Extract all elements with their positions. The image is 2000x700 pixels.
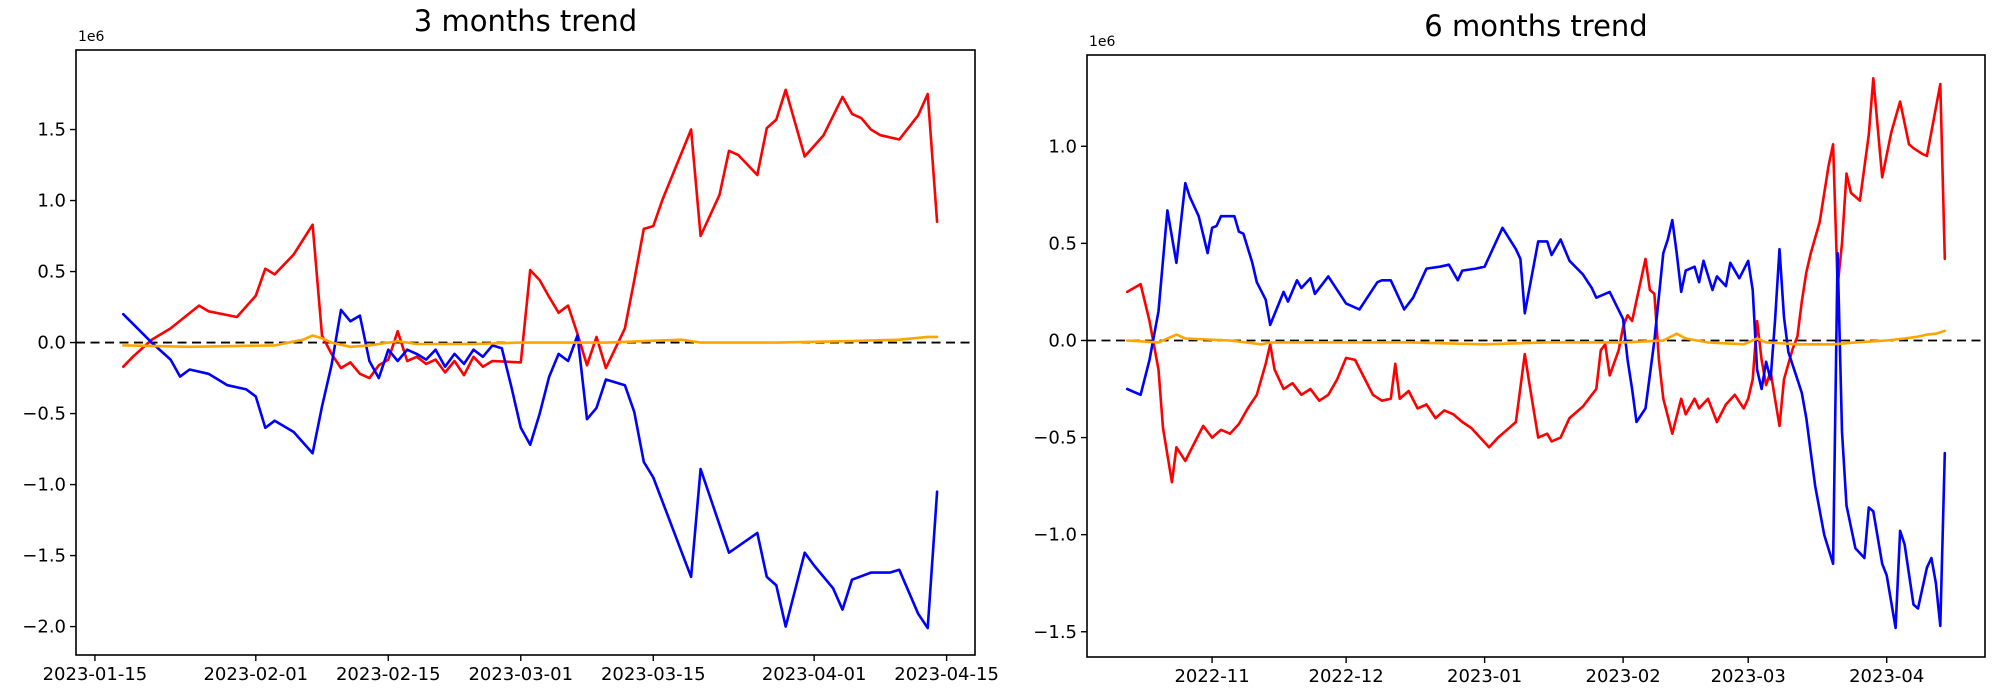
- y-tick-label: −0.5: [1033, 428, 1077, 449]
- y-tick-label: −2.0: [22, 617, 66, 638]
- series-group: [122, 88, 939, 630]
- series-line-blue: [122, 308, 939, 630]
- x-tick-label: 2023-02-15: [336, 664, 441, 685]
- y-axis-offset-label-left: 1e6: [78, 29, 105, 45]
- plot-border: [1086, 54, 1986, 658]
- x-tick-label: 2023-02-01: [203, 664, 308, 685]
- y-axis-offset-label-right: 1e6: [1089, 34, 1116, 50]
- y-axis: 1.0 0.5 0.0 −0.5 −1.0 −1.5: [1033, 136, 1087, 643]
- x-tick-label: 2023-03: [1711, 666, 1786, 687]
- series-line-blue: [1125, 181, 1947, 630]
- x-axis: 2023-01-15 2023-02-01 2023-02-15 2023-03-01…: [43, 655, 999, 685]
- x-axis: 2022-11 2022-12 2023-01 2023-02 2023-03 2023-…: [1174, 657, 1924, 687]
- x-tick-label: 2023-03-15: [601, 664, 706, 685]
- y-tick-label: −1.0: [1033, 525, 1077, 546]
- chart-title-6-months: 6 months trend: [1424, 9, 1648, 43]
- series-line-red: [1125, 77, 1947, 484]
- x-tick-label: 2022-12: [1309, 666, 1384, 687]
- chart-title-3-months: 3 months trend: [413, 4, 638, 38]
- y-tick-label: 0.5: [37, 262, 66, 283]
- series-line-orange: [1125, 329, 1947, 346]
- x-tick-label: 2023-01-15: [43, 664, 148, 685]
- y-axis: 1.5 1.0 0.5 0.0 −0.5 −1.0 −1.5 −2.0: [22, 120, 76, 638]
- y-tick-label: 1.0: [37, 191, 66, 212]
- y-tick-label: 0.5: [1048, 233, 1077, 254]
- y-tick-label: −0.5: [22, 404, 66, 425]
- plot-area-6-months: 1.0 0.5 0.0 −0.5 −1.0 −1.5 2022-11 2022-12 2023-…: [1033, 54, 1986, 687]
- x-tick-label: 2023-01: [1447, 666, 1522, 687]
- y-tick-label: 1.5: [37, 120, 66, 141]
- series-line-red: [122, 88, 939, 380]
- x-tick-label: 2023-02: [1586, 666, 1661, 687]
- y-tick-label: 0.0: [37, 333, 66, 354]
- x-tick-label: 2023-04-01: [762, 664, 867, 685]
- y-tick-label: 0.0: [1048, 330, 1077, 351]
- x-tick-label: 2023-04: [1849, 666, 1924, 687]
- x-tick-label: 2023-04-15: [894, 664, 999, 685]
- y-tick-label: 1.0: [1048, 136, 1077, 157]
- x-tick-label: 2022-11: [1174, 666, 1249, 687]
- series-group: [1125, 77, 1947, 630]
- plot-border: [75, 49, 976, 656]
- y-tick-label: −1.5: [22, 546, 66, 567]
- x-tick-label: 2023-03-01: [468, 664, 573, 685]
- series-line-orange: [122, 334, 939, 349]
- y-tick-label: −1.0: [22, 475, 66, 496]
- y-tick-label: −1.5: [1033, 622, 1077, 643]
